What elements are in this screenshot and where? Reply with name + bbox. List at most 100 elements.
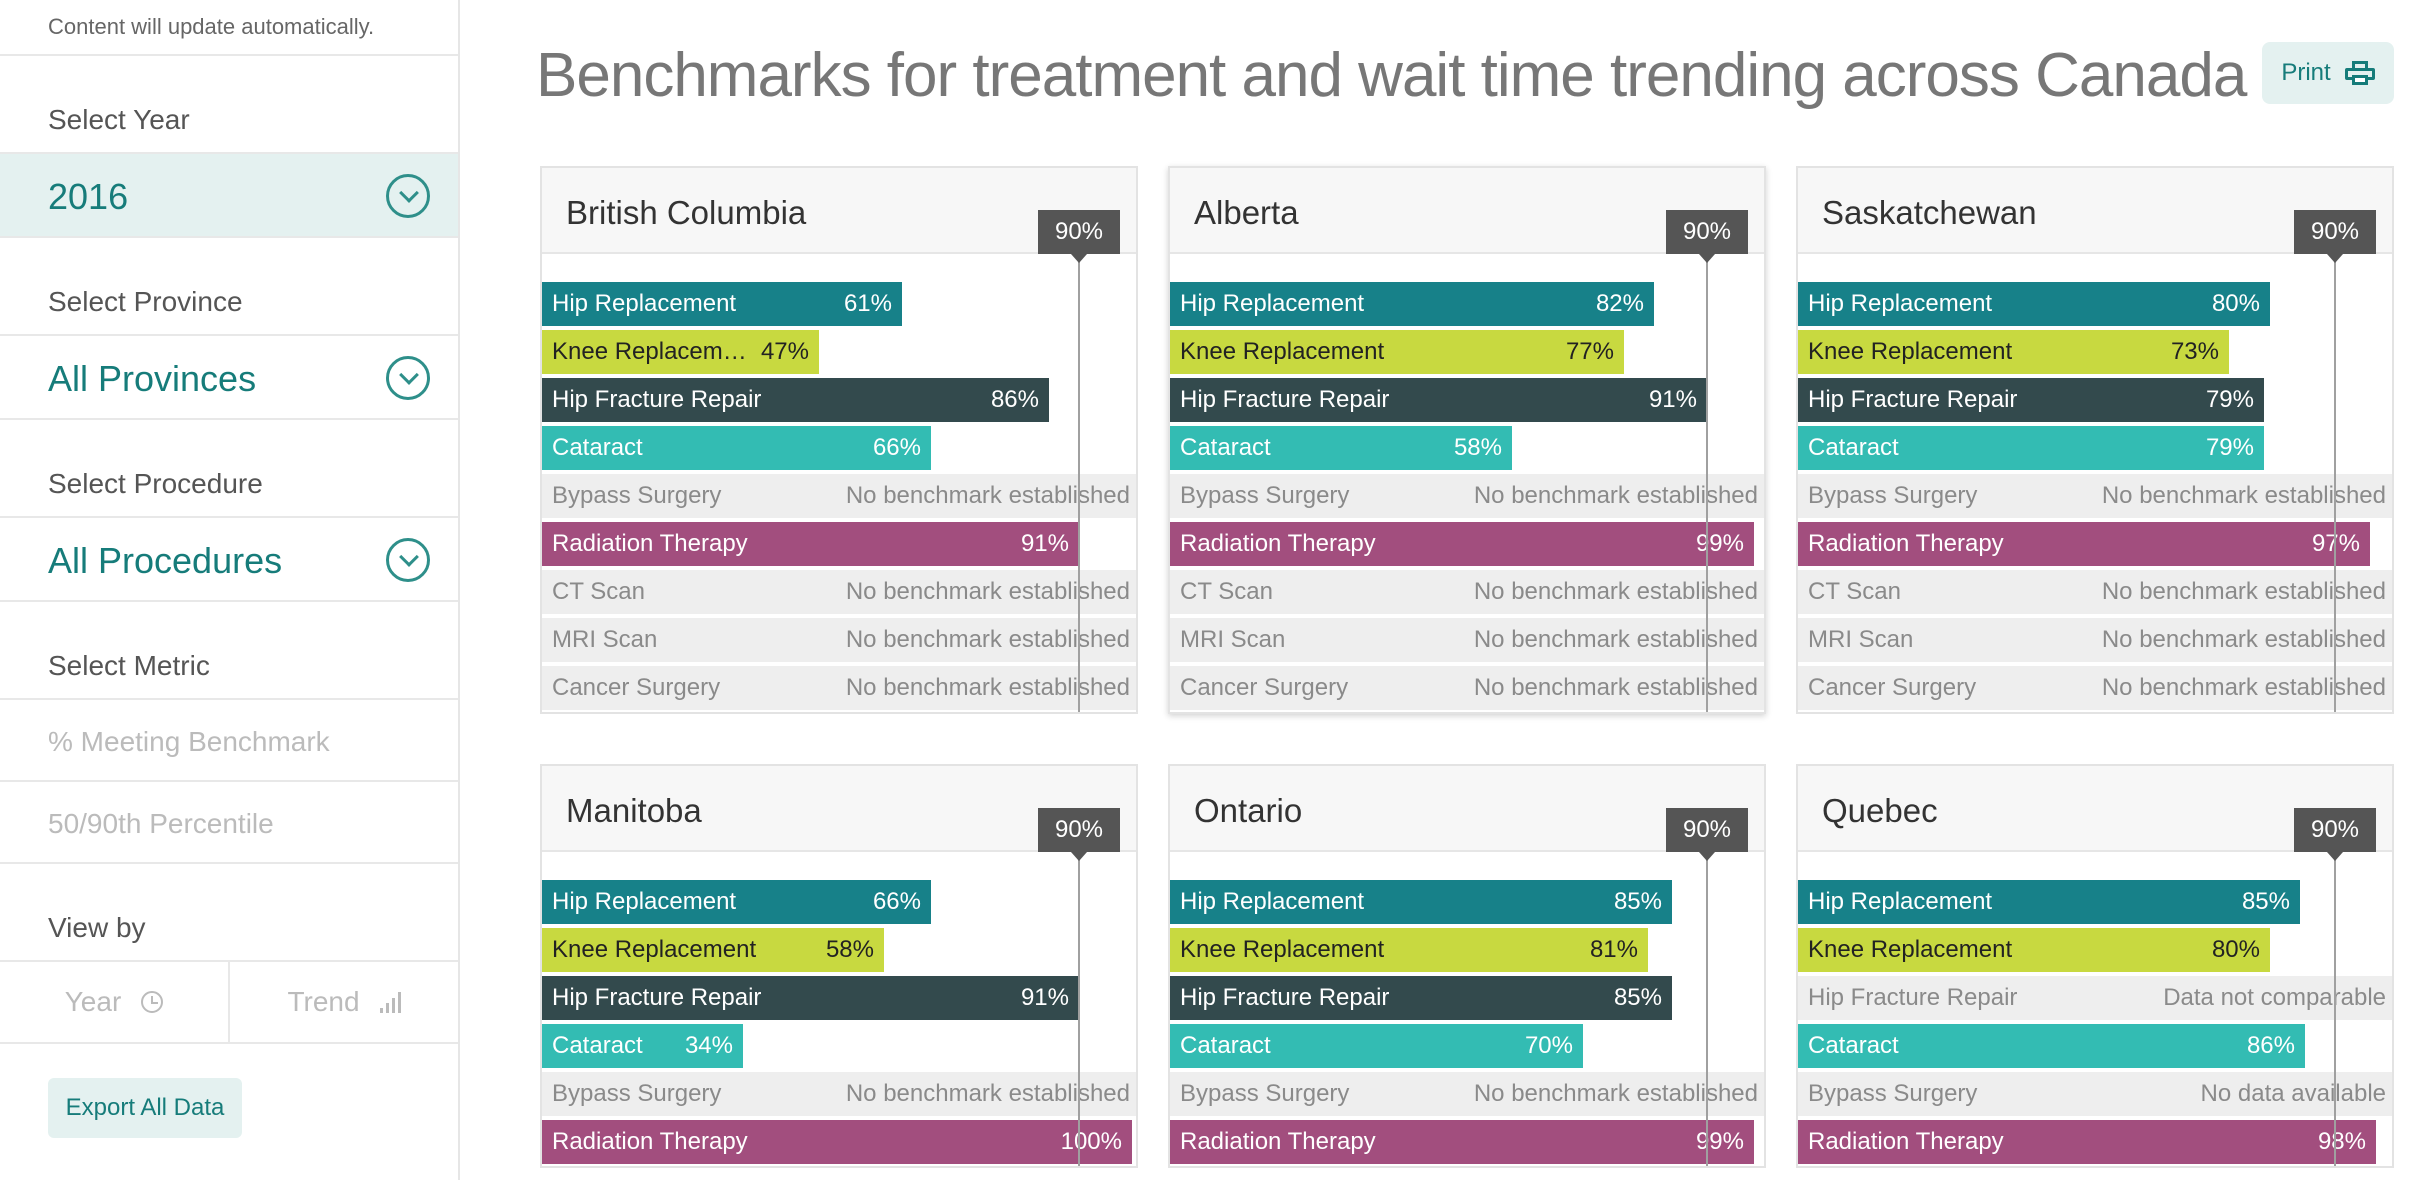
row-background	[1170, 618, 1764, 662]
status-text: No benchmark established	[845, 674, 1130, 701]
procedure-dropdown[interactable]: All Procedures	[0, 518, 458, 602]
province-card[interactable]: Alberta Hip Replacement 82% Knee Replacemen…	[1168, 166, 1766, 714]
value-label: 61%	[843, 290, 892, 317]
benchmark-tag: 90%	[2294, 808, 2376, 861]
procedure-row[interactable]: Cataract 70%	[1170, 1024, 1764, 1068]
procedure-label: Hip Replacement	[1808, 290, 1993, 317]
view-by-year-button[interactable]: Year	[0, 962, 228, 1042]
value-label: 66%	[872, 434, 921, 461]
procedure-row[interactable]: Hip Fracture Repair 86%	[542, 378, 1136, 422]
value-bar	[1798, 1120, 2376, 1164]
procedure-row[interactable]: Radiation Therapy 91%	[542, 522, 1136, 566]
procedure-label: Hip Replacement	[1180, 290, 1365, 317]
procedure-label: Hip Fracture Repair	[1808, 984, 2018, 1011]
procedure-label: Bypass Surgery	[1808, 1080, 1978, 1107]
procedure-label: Bypass Surgery	[1180, 1080, 1350, 1107]
row-background	[542, 666, 1136, 710]
procedure-row[interactable]: Hip Replacement 85%	[1798, 880, 2392, 924]
procedure-label: Bypass Surgery	[552, 1080, 722, 1107]
procedure-row[interactable]: Bypass Surgery No data available	[1798, 1072, 2392, 1116]
province-card[interactable]: Ontario Hip Replacement 85% Knee Replacemen…	[1168, 764, 1766, 1168]
procedure-row[interactable]: Knee Replacement 81%	[1170, 928, 1764, 972]
clock-icon	[141, 991, 164, 1013]
value-label: 58%	[825, 936, 874, 963]
province-card[interactable]: British Columbia Hip Replacement 61% Knee R…	[540, 166, 1138, 714]
procedure-row[interactable]: Knee Replacem… 47%	[542, 330, 1136, 374]
procedure-row[interactable]: Knee Replacement 58%	[542, 928, 1136, 972]
procedure-row[interactable]: Hip Replacement 66%	[542, 880, 1136, 924]
procedure-row[interactable]: Cancer Surgery No benchmark established	[542, 666, 1136, 710]
procedure-row[interactable]: Hip Replacement 82%	[1170, 282, 1764, 326]
procedure-row[interactable]: Bypass Surgery No benchmark established	[1170, 1072, 1764, 1116]
procedure-row[interactable]: Knee Replacement 73%	[1798, 330, 2392, 374]
value-label: 100%	[1060, 1128, 1122, 1155]
procedure-row[interactable]: CT Scan No benchmark established	[1798, 570, 2392, 614]
page-title: Benchmarks for treatment and wait time t…	[536, 41, 2247, 110]
procedure-row[interactable]: Radiation Therapy 98%	[1798, 1120, 2392, 1164]
procedure-row[interactable]: Hip Fracture Repair Data not comparable	[1798, 976, 2392, 1020]
status-text: No benchmark established	[1473, 578, 1758, 605]
province-card[interactable]: Manitoba Hip Replacement 66% Knee Replaceme…	[540, 764, 1138, 1168]
value-label: 85%	[1613, 888, 1662, 915]
value-label: 91%	[1020, 530, 1069, 557]
print-button[interactable]: Print	[2262, 42, 2394, 104]
procedure-row[interactable]: CT Scan No benchmark established	[1170, 570, 1764, 614]
row-background	[542, 474, 1136, 518]
procedure-row[interactable]: Cataract 79%	[1798, 426, 2392, 470]
procedure-row[interactable]: Hip Replacement 80%	[1798, 282, 2392, 326]
province-name: Alberta	[1170, 168, 1764, 254]
procedure-label: Cataract	[552, 1032, 643, 1059]
procedure-label: Knee Replacement	[1808, 936, 2013, 963]
procedure-label: CT Scan	[1808, 578, 1901, 605]
value-label: 58%	[1453, 434, 1502, 461]
procedure-row[interactable]: Cataract 86%	[1798, 1024, 2392, 1068]
procedure-row[interactable]: Knee Replacement 80%	[1798, 928, 2392, 972]
status-text: No benchmark established	[2101, 578, 2386, 605]
province-card[interactable]: Saskatchewan Hip Replacement 80% Knee Repla…	[1796, 166, 2394, 714]
procedure-row[interactable]: Radiation Therapy97%	[1798, 522, 2392, 566]
procedure-row[interactable]: Hip Fracture Repair 79%	[1798, 378, 2392, 422]
procedure-row[interactable]: Bypass Surgery No benchmark established	[1170, 474, 1764, 518]
procedure-row[interactable]: Cancer Surgery No benchmark established	[1798, 666, 2392, 710]
province-card[interactable]: Quebec Hip Replacement 85% Knee Replacement…	[1796, 764, 2394, 1168]
year-dropdown[interactable]: 2016	[0, 154, 458, 238]
procedure-label: Radiation Therapy	[1808, 1128, 2004, 1155]
procedure-row[interactable]: MRI Scan No benchmark established	[1170, 618, 1764, 662]
metric-option-meeting-benchmark[interactable]: % Meeting Benchmark	[0, 700, 458, 782]
view-by-toggle: Year Trend	[0, 962, 458, 1044]
status-text: Data not comparable	[2163, 984, 2386, 1011]
export-all-data-button[interactable]: Export All Data	[48, 1078, 242, 1138]
procedure-row[interactable]: Cataract 34%	[542, 1024, 1136, 1068]
value-bar	[1798, 880, 2300, 924]
procedure-row[interactable]: Radiation Therapy 100%	[542, 1120, 1136, 1164]
procedure-row[interactable]: Bypass Surgery No benchmark established	[542, 1072, 1136, 1116]
procedure-row[interactable]: Hip Replacement 85%	[1170, 880, 1764, 924]
procedure-row[interactable]: Hip Replacement 61%	[542, 282, 1136, 326]
procedure-row[interactable]: Radiation Therapy 99%	[1170, 522, 1764, 566]
procedure-row[interactable]: MRI Scan No benchmark established	[1798, 618, 2392, 662]
procedure-row[interactable]: Cataract 58%	[1170, 426, 1764, 470]
procedure-row[interactable]: Knee Replacement 77%	[1170, 330, 1764, 374]
procedure-row[interactable]: Bypass Surgery No benchmark established	[1798, 474, 2392, 518]
procedure-row[interactable]: MRI Scan No benchmark established	[542, 618, 1136, 662]
procedure-label: Cataract	[552, 434, 643, 461]
value-label: 81%	[1589, 936, 1638, 963]
procedure-row[interactable]: Cancer Surgery No benchmark established	[1170, 666, 1764, 710]
procedure-row[interactable]: Bypass Surgery No benchmark established	[542, 474, 1136, 518]
procedure-row[interactable]: Hip Fracture Repair 91%	[1170, 378, 1764, 422]
procedure-row[interactable]: Radiation Therapy 99%	[1170, 1120, 1764, 1164]
procedure-row[interactable]: CT Scan No benchmark established	[542, 570, 1136, 614]
benchmark-line	[1706, 246, 1708, 712]
view-by-trend-button[interactable]: Trend	[228, 962, 458, 1042]
procedure-row[interactable]: Hip Fracture Repair 91%	[542, 976, 1136, 1020]
procedure-row[interactable]: Cataract 66%	[542, 426, 1136, 470]
procedure-label: Cancer Surgery	[552, 674, 721, 701]
province-name: Saskatchewan	[1798, 168, 2392, 254]
row-background	[1798, 666, 2392, 710]
metric-option-percentile[interactable]: 50/90th Percentile	[0, 782, 458, 864]
procedure-row[interactable]: Hip Fracture Repair 85%	[1170, 976, 1764, 1020]
status-text: No benchmark established	[845, 1080, 1130, 1107]
view-by-label: View by	[0, 864, 458, 962]
province-dropdown[interactable]: All Provinces	[0, 336, 458, 420]
